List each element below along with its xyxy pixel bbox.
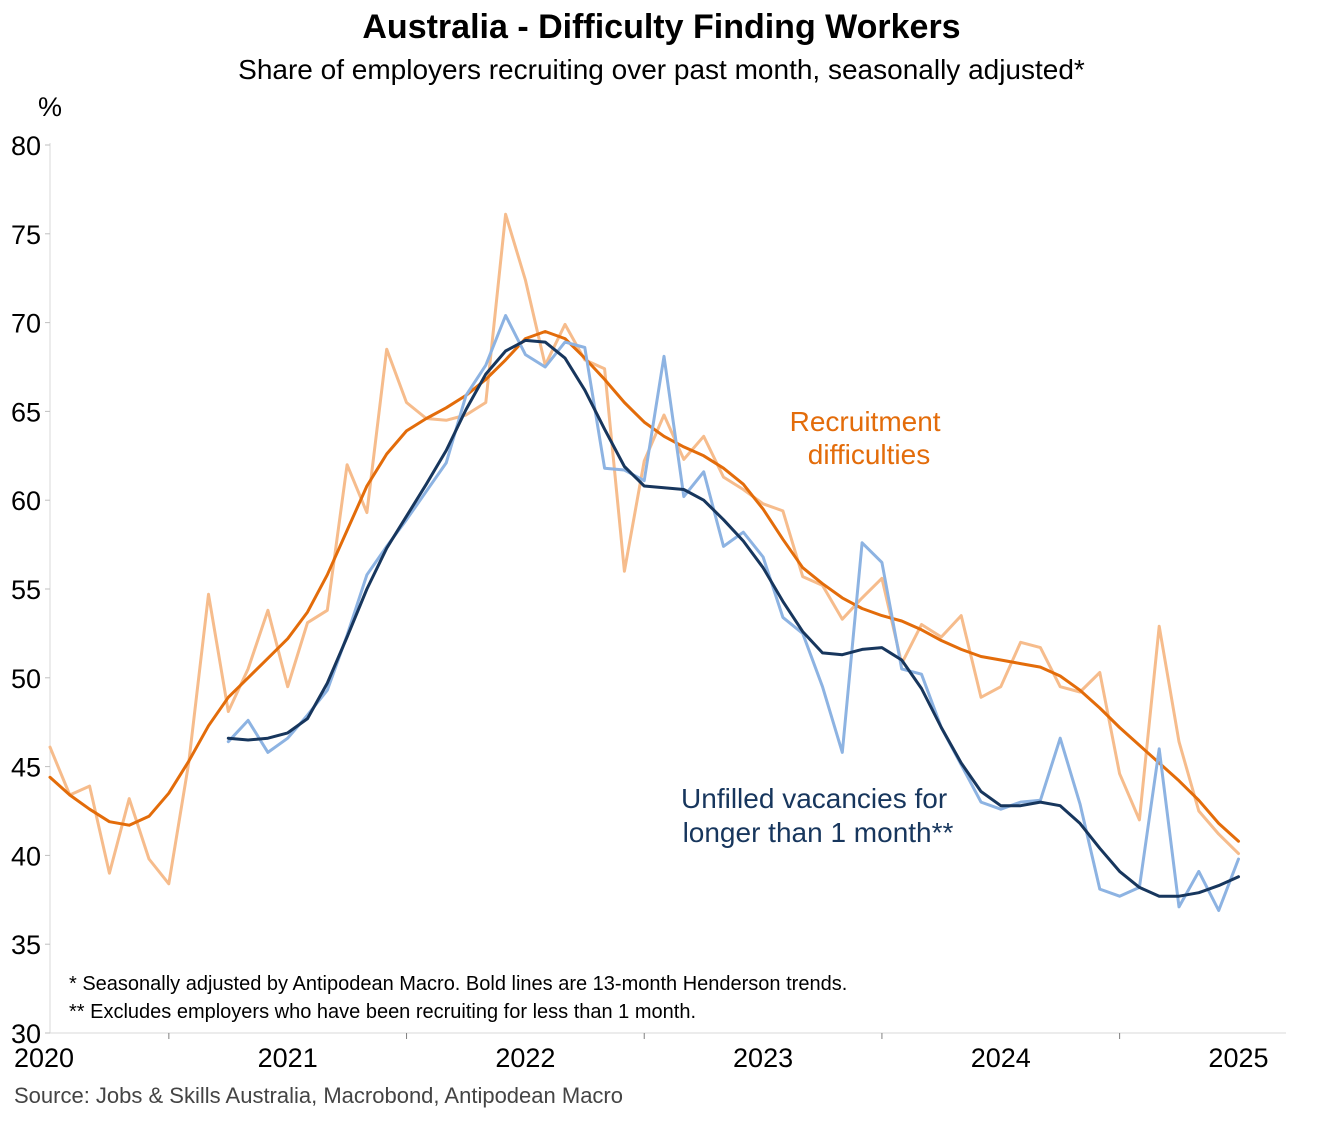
- y-tick-label: 70: [11, 309, 41, 339]
- y-tick-label: 45: [11, 753, 41, 783]
- y-tick-label: 60: [11, 486, 41, 516]
- x-tick-label: 2024: [971, 1043, 1031, 1073]
- x-tick-label: 2025: [1208, 1043, 1268, 1073]
- annotation-unfilled-line-1: Unfilled vacancies for: [681, 783, 947, 814]
- x-tick-label: 2021: [258, 1043, 318, 1073]
- annotation-recruitment-difficulties: Recruitment difficulties: [790, 406, 949, 470]
- y-tick-label: 40: [11, 841, 41, 871]
- footnote-2: ** Excludes employers who have been recr…: [69, 1001, 696, 1023]
- y-tick-label: 55: [11, 575, 41, 605]
- chart-title: Australia - Difficulty Finding Workers: [362, 8, 961, 46]
- series-line-recruitment-trend: [48, 330, 1240, 843]
- y-tick-label: 80: [11, 131, 41, 161]
- x-tick-label: 2020: [14, 1043, 74, 1073]
- annotation-unfilled-vacancies: Unfilled vacancies for longer than 1 mon…: [681, 783, 955, 848]
- source-note: Source: Jobs & Skills Australia, Macrobo…: [14, 1083, 623, 1108]
- y-axis-unit-label: %: [38, 92, 62, 122]
- annotation-recruitment-line-1: Recruitment: [790, 406, 941, 437]
- y-tick-label: 65: [11, 397, 41, 427]
- x-tick-label: 2022: [495, 1043, 555, 1073]
- axes: [45, 143, 1286, 1039]
- y-tick-label: 75: [11, 220, 41, 250]
- annotation-recruitment-line-2: difficulties: [808, 439, 930, 470]
- x-tick-label: 2023: [733, 1043, 793, 1073]
- series-line-recruitment-sa: [48, 212, 1240, 886]
- y-tick-label: 30: [11, 1019, 41, 1049]
- y-tick-label: 50: [11, 664, 41, 694]
- footnote-1: * Seasonally adjusted by Antipodean Macr…: [69, 973, 847, 995]
- y-tick-label: 35: [11, 930, 41, 960]
- chart-subtitle: Share of employers recruiting over past …: [238, 54, 1085, 85]
- series-lines: [48, 212, 1240, 912]
- tick-labels: 30 35 40 45 50 55 60 65 70 75 80 2020 2021 2022 2023 20…: [11, 131, 1269, 1073]
- series-line-unfilled-trend: [226, 338, 1240, 898]
- annotation-unfilled-line-2: longer than 1 month**: [683, 817, 954, 848]
